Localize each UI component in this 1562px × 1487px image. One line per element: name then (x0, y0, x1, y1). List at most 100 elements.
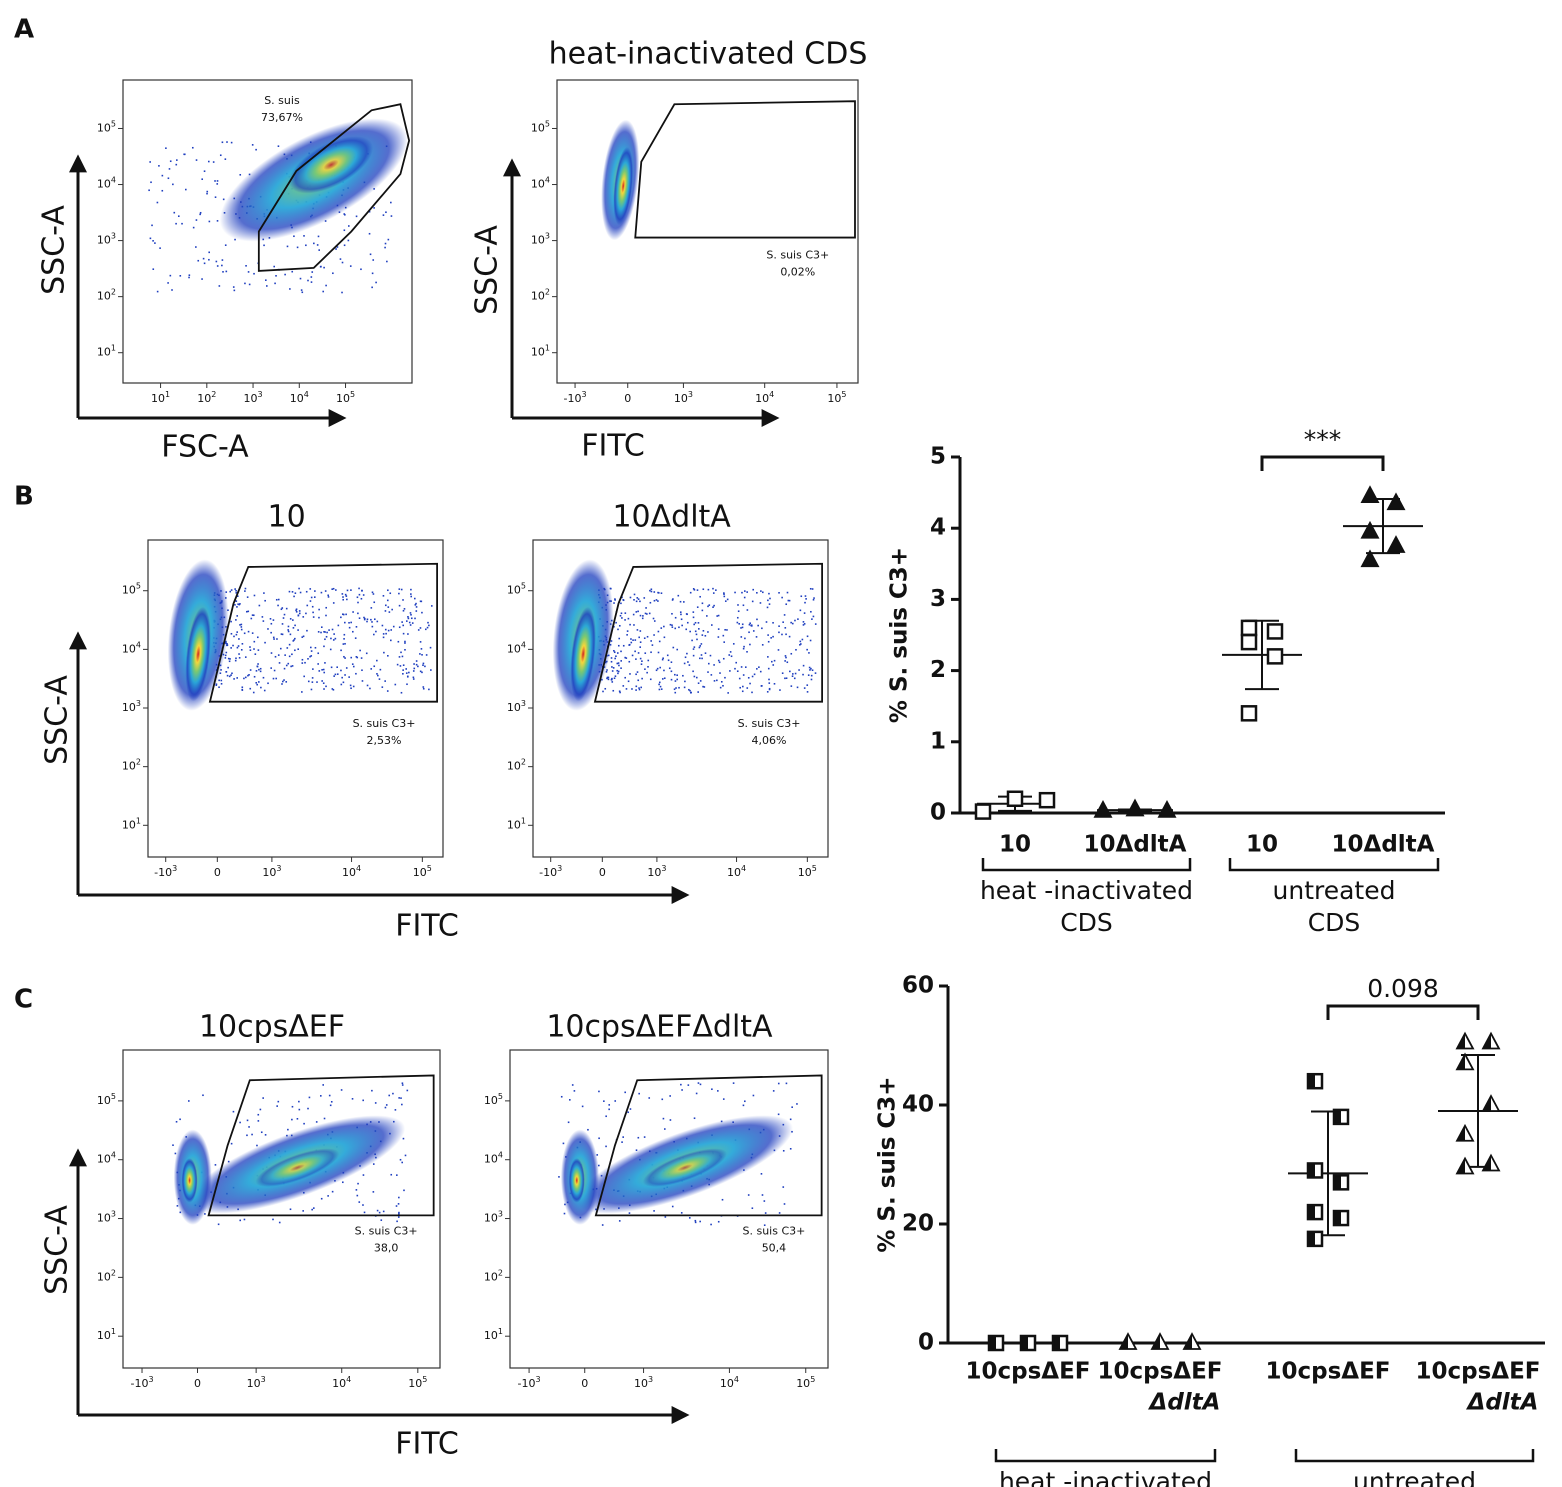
event-dot (649, 601, 652, 604)
y-label: % S. suis C3+ (887, 547, 913, 723)
event-dot (620, 602, 622, 605)
event-dot (363, 618, 366, 621)
event-dot (311, 677, 314, 679)
event-dot (624, 1091, 626, 1094)
tick-base: 10 (727, 866, 741, 879)
event-dot (640, 686, 643, 689)
event-dot (329, 1104, 332, 1107)
event-dot (352, 630, 354, 633)
tick-label: 0 (599, 866, 606, 879)
event-dot (342, 613, 344, 616)
tick-label: 105 (408, 1375, 427, 1391)
event-dot (404, 642, 406, 644)
event-dot (398, 588, 401, 590)
event-dot (766, 606, 769, 609)
event-dot (687, 661, 689, 663)
event-dot (702, 588, 705, 591)
event-dot (204, 1213, 206, 1215)
event-dot (596, 1154, 599, 1156)
event-dot (752, 630, 755, 632)
event-dot (624, 612, 627, 614)
event-dot (707, 662, 710, 665)
event-dot (709, 654, 712, 657)
event-dot (218, 285, 221, 287)
event-dot (701, 609, 704, 612)
event-dot (270, 622, 273, 625)
tick-base: 10 (122, 642, 136, 655)
group-label: heat -inactivated (999, 1467, 1212, 1487)
event-dot (698, 628, 700, 630)
event-dot (318, 249, 320, 251)
tick-exp: 5 (841, 390, 846, 399)
event-dot (696, 606, 699, 608)
event-dot (768, 687, 771, 690)
group-bracket (981, 858, 1192, 872)
event-dot (682, 674, 684, 677)
event-dot (621, 617, 623, 619)
event-dot (618, 624, 621, 627)
event-dot (240, 626, 243, 628)
event-dot (175, 163, 178, 166)
event-dot (638, 636, 640, 639)
event-dot (744, 590, 746, 592)
event-dot (297, 614, 300, 617)
event-dot (399, 665, 402, 667)
event-dot (720, 680, 723, 683)
event-dot (276, 1105, 278, 1107)
event-dot (150, 181, 152, 184)
event-dot (428, 688, 430, 691)
tick-label: 103 (262, 864, 281, 880)
y-tick-label: 5 (930, 444, 946, 470)
gate (594, 1074, 823, 1217)
event-dot (814, 672, 817, 674)
event-dot (783, 614, 786, 616)
event-dot (660, 688, 663, 690)
tick-exp: 5 (111, 1091, 116, 1100)
event-dot (360, 268, 362, 271)
tick-label: 103 (531, 231, 550, 247)
event-dot (726, 598, 729, 601)
data-point (1332, 1174, 1350, 1191)
event-dot (406, 675, 409, 678)
event-dot (307, 279, 309, 282)
event-dot (622, 1136, 625, 1138)
event-dot (347, 239, 350, 242)
tick-base: 10 (122, 760, 136, 773)
event-dot (751, 675, 754, 678)
event-dot (676, 678, 679, 681)
event-dot (560, 1095, 563, 1098)
event-dot (740, 627, 742, 629)
event-dot (340, 616, 342, 619)
event-dot (275, 275, 277, 277)
event-dot (303, 1122, 305, 1125)
event-dot (203, 262, 206, 265)
event-dot (287, 662, 290, 665)
event-dot (606, 677, 608, 680)
event-dot (199, 211, 202, 214)
event-dot (342, 643, 345, 645)
event-dot (802, 673, 804, 676)
tick-base: 10 (97, 121, 111, 134)
event-dot (632, 639, 634, 641)
event-dot (699, 1083, 702, 1086)
event-dot (236, 595, 239, 597)
event-dot (806, 684, 809, 686)
tick-base: 10 (720, 1377, 734, 1390)
data-point (1455, 1123, 1475, 1142)
event-dot (234, 659, 237, 662)
tick-label: 101 (122, 816, 141, 832)
significance-bracket (1326, 1004, 1480, 1020)
tick-label: 105 (413, 864, 432, 880)
event-dot (801, 638, 804, 641)
event-dot (794, 619, 796, 622)
event-dot (788, 599, 791, 602)
event-dot (671, 626, 674, 628)
event-dot (293, 595, 295, 598)
event-dot (328, 1094, 331, 1097)
event-dot (316, 681, 318, 683)
tick-exp: 5 (812, 864, 817, 873)
data-point (1125, 798, 1145, 817)
event-dot (408, 671, 410, 674)
event-dot (185, 188, 187, 191)
plot-frame (122, 1049, 441, 1369)
